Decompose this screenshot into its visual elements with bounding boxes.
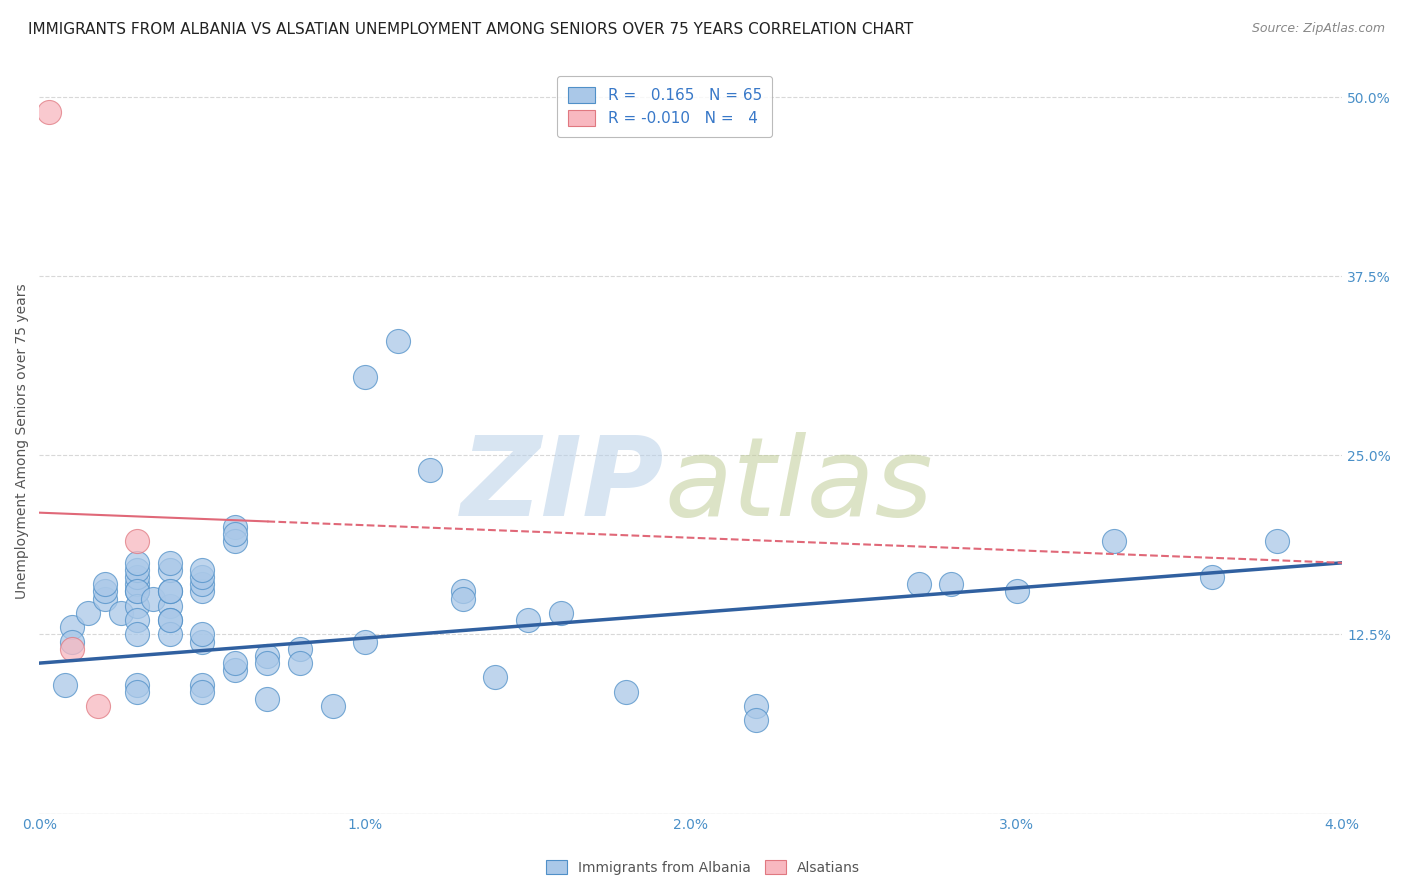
Point	[191, 570, 214, 584]
Point	[191, 677, 214, 691]
Point	[550, 606, 572, 620]
Point	[191, 634, 214, 648]
Point	[745, 699, 768, 714]
Point	[517, 613, 540, 627]
Legend: R =   0.165   N = 65, R = -0.010   N =   4: R = 0.165 N = 65, R = -0.010 N = 4	[557, 76, 772, 137]
Point	[745, 714, 768, 728]
Point	[451, 591, 474, 606]
Text: ZIP: ZIP	[461, 433, 665, 540]
Point	[93, 591, 115, 606]
Point	[127, 599, 149, 613]
Point	[159, 613, 181, 627]
Point	[110, 606, 132, 620]
Point	[191, 627, 214, 641]
Point	[224, 527, 246, 541]
Point	[127, 563, 149, 577]
Point	[354, 634, 377, 648]
Legend: Immigrants from Albania, Alsatians: Immigrants from Albania, Alsatians	[541, 855, 865, 880]
Point	[159, 627, 181, 641]
Point	[127, 685, 149, 699]
Point	[127, 613, 149, 627]
Point	[224, 534, 246, 549]
Point	[387, 334, 409, 348]
Point	[191, 584, 214, 599]
Point	[191, 685, 214, 699]
Point	[127, 556, 149, 570]
Point	[908, 577, 931, 591]
Point	[159, 563, 181, 577]
Point	[191, 577, 214, 591]
Point	[159, 613, 181, 627]
Point	[127, 570, 149, 584]
Point	[322, 699, 344, 714]
Point	[127, 577, 149, 591]
Text: IMMIGRANTS FROM ALBANIA VS ALSATIAN UNEMPLOYMENT AMONG SENIORS OVER 75 YEARS COR: IMMIGRANTS FROM ALBANIA VS ALSATIAN UNEM…	[28, 22, 914, 37]
Point	[1201, 570, 1223, 584]
Point	[354, 369, 377, 384]
Point	[127, 584, 149, 599]
Y-axis label: Unemployment Among Seniors over 75 years: Unemployment Among Seniors over 75 years	[15, 284, 30, 599]
Point	[484, 670, 506, 684]
Point	[941, 577, 963, 591]
Point	[55, 677, 77, 691]
Point	[191, 563, 214, 577]
Point	[224, 520, 246, 534]
Point	[77, 606, 100, 620]
Point	[256, 692, 278, 706]
Point	[93, 584, 115, 599]
Point	[224, 663, 246, 677]
Point	[288, 641, 311, 656]
Point	[142, 591, 165, 606]
Point	[614, 685, 637, 699]
Point	[93, 577, 115, 591]
Point	[60, 634, 83, 648]
Point	[38, 104, 60, 119]
Point	[419, 463, 441, 477]
Point	[1005, 584, 1028, 599]
Point	[159, 599, 181, 613]
Point	[127, 627, 149, 641]
Point	[451, 584, 474, 599]
Point	[1265, 534, 1288, 549]
Point	[127, 677, 149, 691]
Text: Source: ZipAtlas.com: Source: ZipAtlas.com	[1251, 22, 1385, 36]
Point	[159, 556, 181, 570]
Point	[256, 656, 278, 670]
Point	[288, 656, 311, 670]
Point	[87, 699, 110, 714]
Point	[159, 584, 181, 599]
Point	[256, 648, 278, 663]
Point	[60, 620, 83, 634]
Point	[159, 584, 181, 599]
Point	[224, 656, 246, 670]
Text: atlas: atlas	[665, 433, 934, 540]
Point	[127, 584, 149, 599]
Point	[1104, 534, 1126, 549]
Point	[127, 534, 149, 549]
Point	[60, 641, 83, 656]
